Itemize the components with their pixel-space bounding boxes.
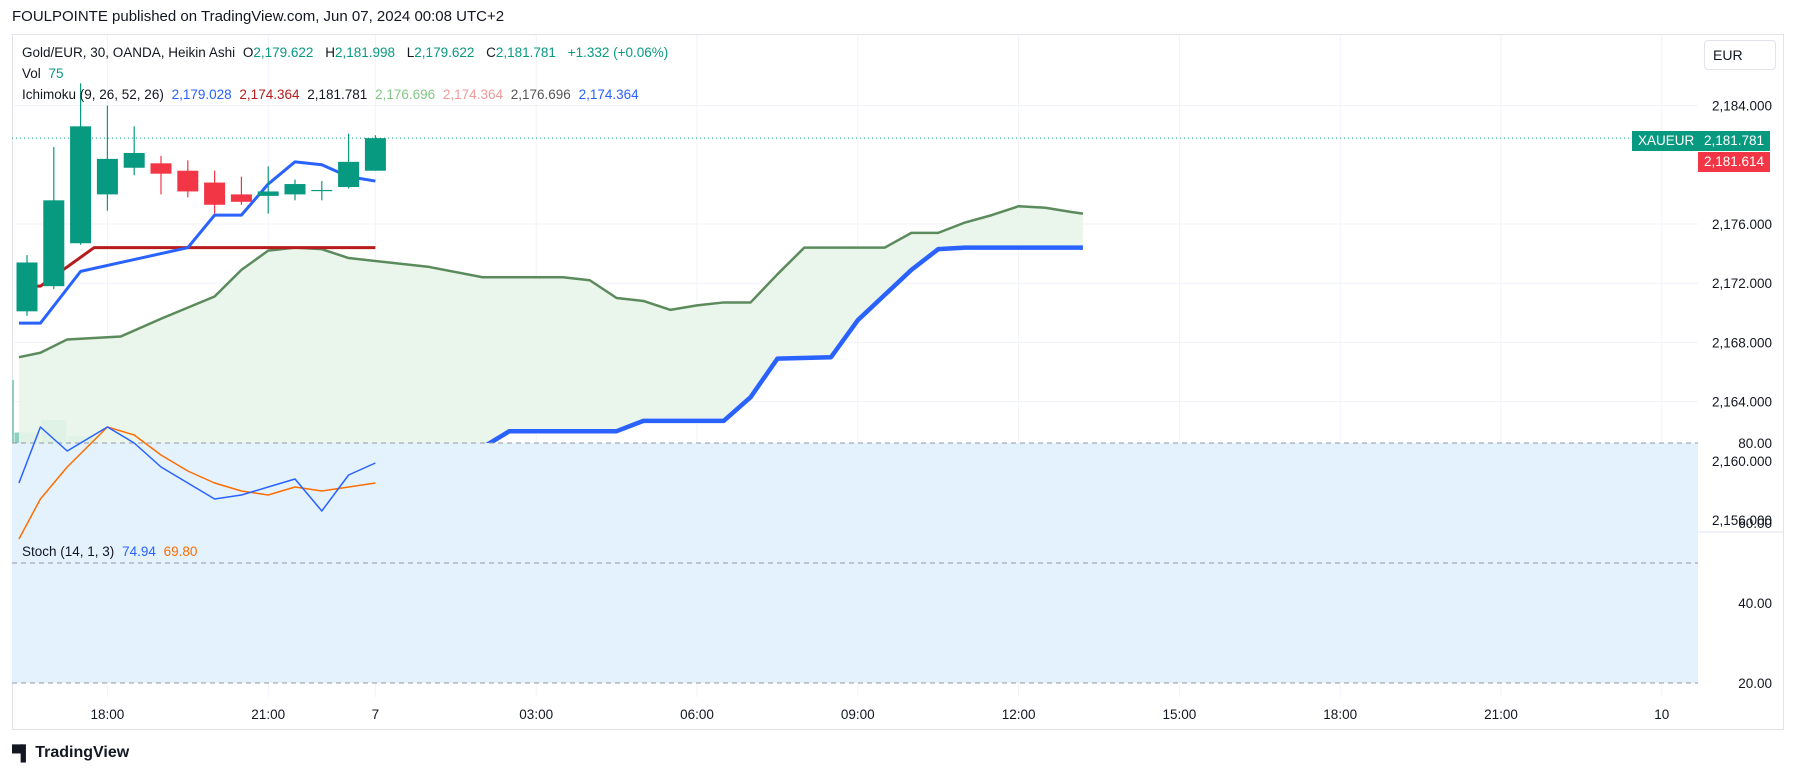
tradingview-logo-icon: ▀▌ — [12, 744, 31, 762]
price-axis-label: 2,184.000 — [1712, 99, 1772, 114]
candle-body[interactable] — [16, 262, 38, 312]
stoch-axis-label: 20.00 — [1738, 676, 1772, 691]
low-value: 2,179.622 — [414, 45, 475, 60]
candle-body[interactable] — [338, 161, 360, 187]
time-axis-label: 10 — [1654, 707, 1669, 722]
ichimoku-lead1-value: 2,176.696 — [375, 87, 436, 102]
change-value: +1.332 (+0.06%) — [567, 45, 669, 60]
candle-body[interactable] — [177, 170, 199, 192]
candle-body[interactable] — [230, 194, 252, 202]
price-axis-label: 2,156.000 — [1712, 513, 1772, 528]
symbol-title[interactable]: Gold/EUR, 30, OANDA, Heikin Ashi — [22, 45, 236, 60]
ichimoku-cloud-top-value: 2,176.696 — [510, 87, 571, 102]
candle-body[interactable] — [364, 138, 386, 171]
ichimoku-cloud-bottom-value: 2,174.364 — [578, 87, 639, 102]
volume-legend[interactable]: Vol 75 — [22, 66, 68, 81]
stoch-axis-label: 80.00 — [1738, 436, 1772, 451]
time-axis-label: 7 — [372, 707, 380, 722]
candle-body[interactable] — [70, 126, 92, 244]
volume-label: Vol — [22, 66, 41, 81]
currency-unit-button[interactable]: EUR — [1704, 40, 1776, 70]
candle-body[interactable] — [150, 163, 172, 174]
time-axis-label: 03:00 — [519, 707, 553, 722]
ichimoku-cloud — [18, 206, 1083, 491]
symbol-price-tag: XAUEUR — [1632, 131, 1701, 151]
time-axis-label: 21:00 — [1484, 707, 1518, 722]
stoch-axis-label: 60.00 — [1738, 516, 1772, 531]
candle-body[interactable] — [257, 191, 279, 196]
price-axis-label: 2,176.000 — [1712, 217, 1772, 232]
time-axis-label: 18:00 — [1323, 707, 1357, 722]
volume-value: 75 — [48, 66, 64, 81]
stoch-k-value: 74.94 — [122, 544, 156, 559]
candle-body[interactable] — [204, 182, 226, 205]
ichimoku-conversion-line[interactable] — [18, 160, 376, 325]
candle-body[interactable] — [43, 200, 65, 287]
close-value: 2,181.781 — [495, 45, 556, 60]
price-axis-label: 2,160.000 — [1712, 454, 1772, 469]
ichimoku-lagging-value: 2,181.781 — [307, 87, 368, 102]
bid-price-tag: 2,181.614 — [1698, 152, 1771, 172]
stoch-axis-label: 40.00 — [1738, 596, 1772, 611]
ichimoku-base-value: 2,174.364 — [239, 87, 300, 102]
time-axis-label: 12:00 — [1002, 707, 1036, 722]
price-axis-label: 2,172.000 — [1712, 276, 1772, 291]
stoch-label: Stoch (14, 1, 3) — [22, 544, 115, 559]
ichimoku-conversion-value: 2,179.028 — [171, 87, 232, 102]
stoch-k-line[interactable] — [18, 426, 376, 512]
time-axis-label: 21:00 — [251, 707, 285, 722]
candle-body[interactable] — [96, 158, 118, 195]
ichimoku-lead2-value: 2,174.364 — [442, 87, 503, 102]
ichimoku-legend[interactable]: Ichimoku (9, 26, 52, 26) 2,179.028 2,174… — [22, 87, 643, 102]
time-axis-label: 06:00 — [680, 707, 714, 722]
low-label: L — [406, 45, 415, 60]
time-axis-label: 09:00 — [841, 707, 875, 722]
time-axis-label: 18:00 — [91, 707, 125, 722]
high-value: 2,181.998 — [334, 45, 396, 60]
candle-body[interactable] — [284, 184, 306, 195]
stoch-d-value: 69.80 — [163, 544, 198, 559]
stoch-legend[interactable]: Stoch (14, 1, 3) 74.94 69.80 — [22, 544, 201, 559]
published-by-line: FOULPOINTE published on TradingView.com,… — [12, 8, 505, 25]
open-label: O — [242, 45, 254, 60]
close-label: C — [486, 45, 496, 60]
high-label: H — [325, 45, 335, 60]
time-axis-label: 15:00 — [1163, 707, 1197, 722]
tradingview-logo[interactable]: ▀▌ TradingView — [12, 744, 129, 762]
price-axis-label: 2,168.000 — [1712, 335, 1772, 350]
open-value: 2,179.622 — [253, 45, 314, 60]
ichimoku-label: Ichimoku (9, 26, 52, 26) — [22, 87, 164, 102]
candle-body[interactable] — [311, 189, 333, 192]
stoch-d-line[interactable] — [18, 426, 376, 540]
last-price-tag: 2,181.781 — [1698, 131, 1771, 151]
tradingview-logo-text: TradingView — [35, 744, 130, 761]
ohlc-legend: Gold/EUR, 30, OANDA, Heikin Ashi O2,179.… — [22, 45, 672, 60]
candle-body[interactable] — [123, 152, 145, 168]
ichimoku-leading-span-a[interactable] — [18, 204, 1084, 359]
price-axis-label: 2,164.000 — [1712, 395, 1772, 410]
